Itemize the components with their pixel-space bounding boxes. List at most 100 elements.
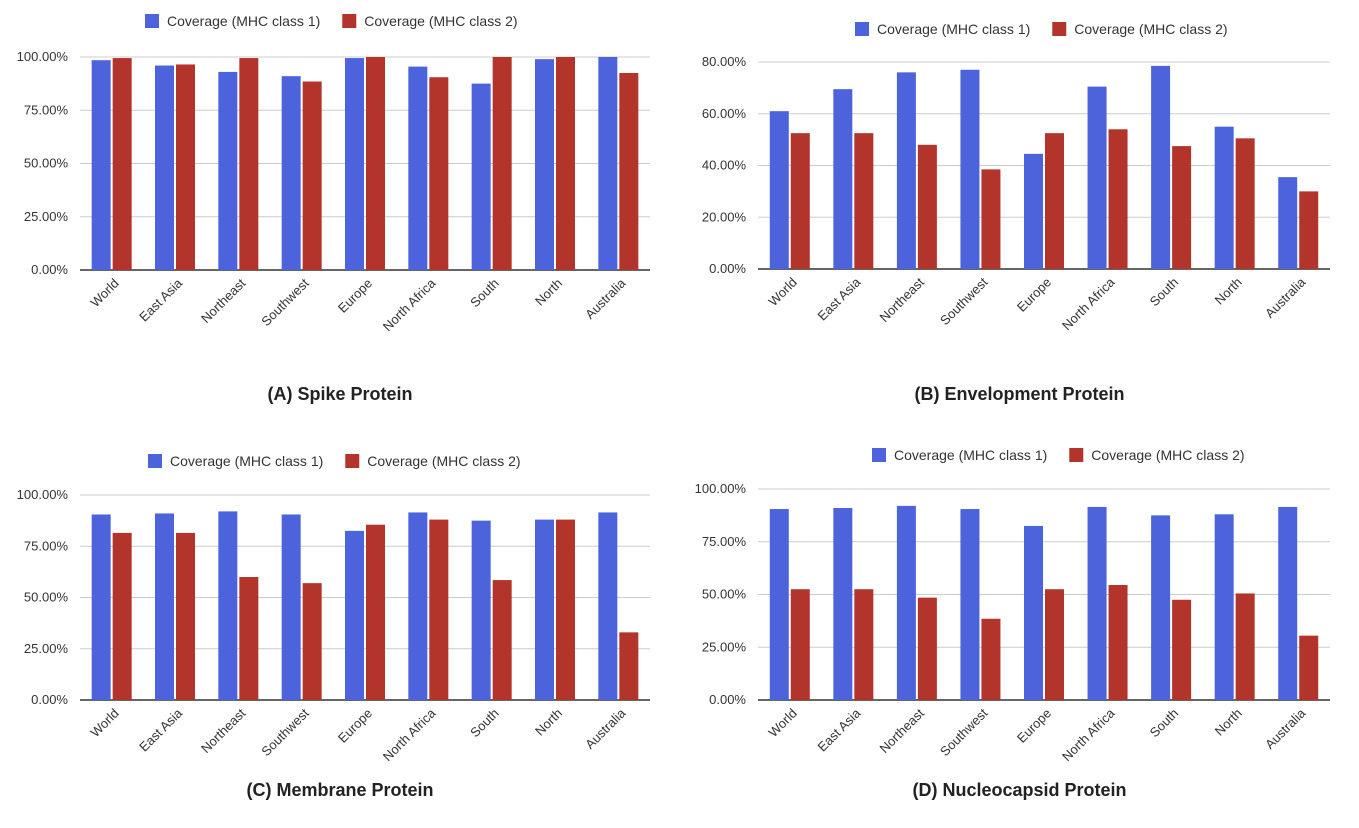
x-tick-label: Australia bbox=[1262, 274, 1309, 321]
bar-class2 bbox=[790, 133, 810, 269]
x-tick-label: East Asia bbox=[815, 274, 864, 323]
x-tick-label: North bbox=[532, 276, 565, 309]
bar-class2 bbox=[112, 532, 132, 700]
chart-panel-membrane: 0.00% 25.00% 50.00% 75.00% 100.00% World East … bbox=[0, 414, 680, 828]
x-tick-label: Europe bbox=[1014, 275, 1054, 315]
x-tick-label: Europe bbox=[335, 276, 375, 316]
bar-class2 bbox=[790, 589, 810, 700]
chart-caption: (C) Membrane Protein bbox=[246, 780, 434, 800]
bar-class1 bbox=[598, 57, 618, 270]
bar-class1 bbox=[896, 505, 916, 700]
chart-svg: 0.00% 25.00% 50.00% 75.00% 100.00% World East … bbox=[17, 453, 650, 764]
bar-class1 bbox=[155, 65, 174, 271]
x-tick-label: Europe bbox=[1014, 706, 1054, 746]
y-tick-label: 50.00% bbox=[24, 590, 69, 605]
legend-swatch bbox=[855, 22, 869, 36]
x-tick-label: Southwest bbox=[937, 705, 991, 759]
legend-swatch bbox=[145, 14, 159, 28]
bar-class2 bbox=[1172, 146, 1192, 269]
bar-class2 bbox=[1235, 138, 1255, 269]
bar-class1 bbox=[769, 111, 789, 269]
x-tick-label: Australia bbox=[582, 705, 629, 752]
legend-label: Coverage (MHC class 1) bbox=[877, 21, 1030, 37]
bar-class2 bbox=[1172, 599, 1192, 700]
x-tick-label: Europe bbox=[335, 706, 375, 746]
x-tick-label: North bbox=[1212, 706, 1245, 739]
x-tick-label: Australia bbox=[582, 275, 629, 322]
chart-panel-nucleocapsid: 0.00% 25.00% 50.00% 75.00% 100.00% World East … bbox=[680, 414, 1359, 828]
x-tick-label: Southwest bbox=[258, 275, 312, 329]
bar-class2 bbox=[854, 589, 874, 700]
chart-panel-spike: 0.00% 25.00% 50.00% 75.00% 100.00% World East … bbox=[0, 0, 680, 414]
x-tick-label: Southwest bbox=[258, 705, 312, 759]
x-tick-label: World bbox=[765, 275, 799, 309]
legend-swatch bbox=[1069, 448, 1084, 462]
bar-class1 bbox=[1214, 514, 1234, 700]
chart-svg: 0.00% 20.00% 40.00% 60.00% 80.00% World East A… bbox=[702, 21, 1330, 333]
bar-class1 bbox=[408, 66, 428, 271]
bar-class1 bbox=[1087, 86, 1107, 269]
legend-label: Coverage (MHC class 1) bbox=[170, 453, 323, 469]
y-tick-label: 75.00% bbox=[702, 534, 747, 549]
x-tick-label: World bbox=[765, 706, 799, 740]
y-tick-label: 80.00% bbox=[702, 54, 747, 69]
bar-class1 bbox=[281, 514, 301, 700]
y-tick-label: 50.00% bbox=[24, 156, 69, 171]
legend-label: Coverage (MHC class 2) bbox=[364, 13, 517, 29]
bar-class2 bbox=[917, 597, 937, 700]
x-tick-label: Northeast bbox=[198, 275, 249, 326]
bar-class1 bbox=[218, 511, 238, 700]
y-tick-label: 40.00% bbox=[702, 158, 747, 173]
bar-class2 bbox=[854, 133, 874, 269]
x-tick-label: Australia bbox=[1262, 705, 1309, 752]
y-tick-label: 0.00% bbox=[31, 262, 68, 277]
x-tick-label: North Africa bbox=[1059, 274, 1118, 333]
bar-class1 bbox=[408, 512, 428, 700]
bar-class2 bbox=[176, 64, 195, 270]
y-tick-label: 25.00% bbox=[24, 209, 69, 224]
chart-panel-envelopment: 0.00% 20.00% 40.00% 60.00% 80.00% World East A… bbox=[680, 0, 1359, 414]
x-tick-label: North bbox=[1212, 275, 1245, 308]
x-tick-label: South bbox=[1147, 275, 1182, 310]
legend-swatch bbox=[342, 14, 357, 28]
bar-class1 bbox=[91, 514, 111, 700]
y-tick-label: 25.00% bbox=[24, 641, 69, 656]
legend-swatch bbox=[148, 454, 162, 468]
chart-caption: (A) Spike Protein bbox=[267, 384, 413, 404]
bar-class1 bbox=[535, 59, 554, 270]
chart-caption: (B) Envelopment Protein bbox=[914, 384, 1125, 404]
x-tick-label: Northeast bbox=[198, 705, 249, 756]
x-tick-label: South bbox=[467, 706, 502, 741]
legend-swatch bbox=[1052, 22, 1067, 36]
legend-label: Coverage (MHC class 2) bbox=[367, 453, 520, 469]
bar-class1 bbox=[1024, 525, 1043, 700]
y-tick-label: 75.00% bbox=[24, 102, 69, 117]
x-tick-label: North Africa bbox=[380, 705, 439, 764]
bar-class2 bbox=[981, 618, 1001, 700]
bar-class2 bbox=[556, 519, 575, 700]
bar-class1 bbox=[1214, 126, 1234, 269]
bar-class2 bbox=[429, 519, 449, 700]
y-tick-label: 0.00% bbox=[709, 261, 746, 276]
x-tick-label: East Asia bbox=[136, 275, 185, 324]
chart-caption: (D) Nucleocapsid Protein bbox=[912, 780, 1127, 800]
bar-class1 bbox=[960, 69, 980, 269]
bar-class1 bbox=[91, 60, 111, 270]
bar-class1 bbox=[896, 72, 916, 269]
bar-class1 bbox=[1278, 177, 1298, 269]
bar-class2 bbox=[429, 77, 449, 270]
bar-class2 bbox=[1108, 129, 1128, 269]
bar-class2 bbox=[619, 632, 639, 700]
legend-swatch bbox=[872, 448, 886, 462]
bar-class1 bbox=[345, 530, 364, 700]
y-tick-label: 50.00% bbox=[702, 587, 747, 602]
bar-class1 bbox=[535, 519, 554, 700]
bar-class1 bbox=[155, 513, 174, 700]
legend-swatch bbox=[345, 454, 360, 468]
bar-class1 bbox=[471, 83, 491, 270]
x-tick-label: World bbox=[87, 276, 121, 310]
legend-label: Coverage (MHC class 2) bbox=[1091, 447, 1244, 463]
bar-class1 bbox=[1024, 153, 1043, 269]
bar-class2 bbox=[1045, 589, 1064, 700]
x-tick-label: Northeast bbox=[877, 705, 928, 756]
